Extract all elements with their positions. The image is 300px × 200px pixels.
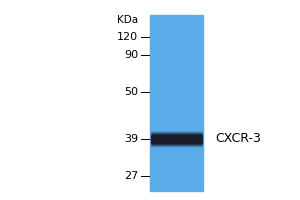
Text: 90: 90 (124, 50, 138, 60)
Text: 50: 50 (124, 87, 138, 97)
Text: 27: 27 (124, 171, 138, 181)
Text: CXCR-3: CXCR-3 (215, 132, 261, 145)
Text: KDa: KDa (117, 15, 138, 25)
Bar (150, 15, 203, 191)
Text: 39: 39 (124, 134, 138, 144)
Text: 120: 120 (117, 32, 138, 42)
